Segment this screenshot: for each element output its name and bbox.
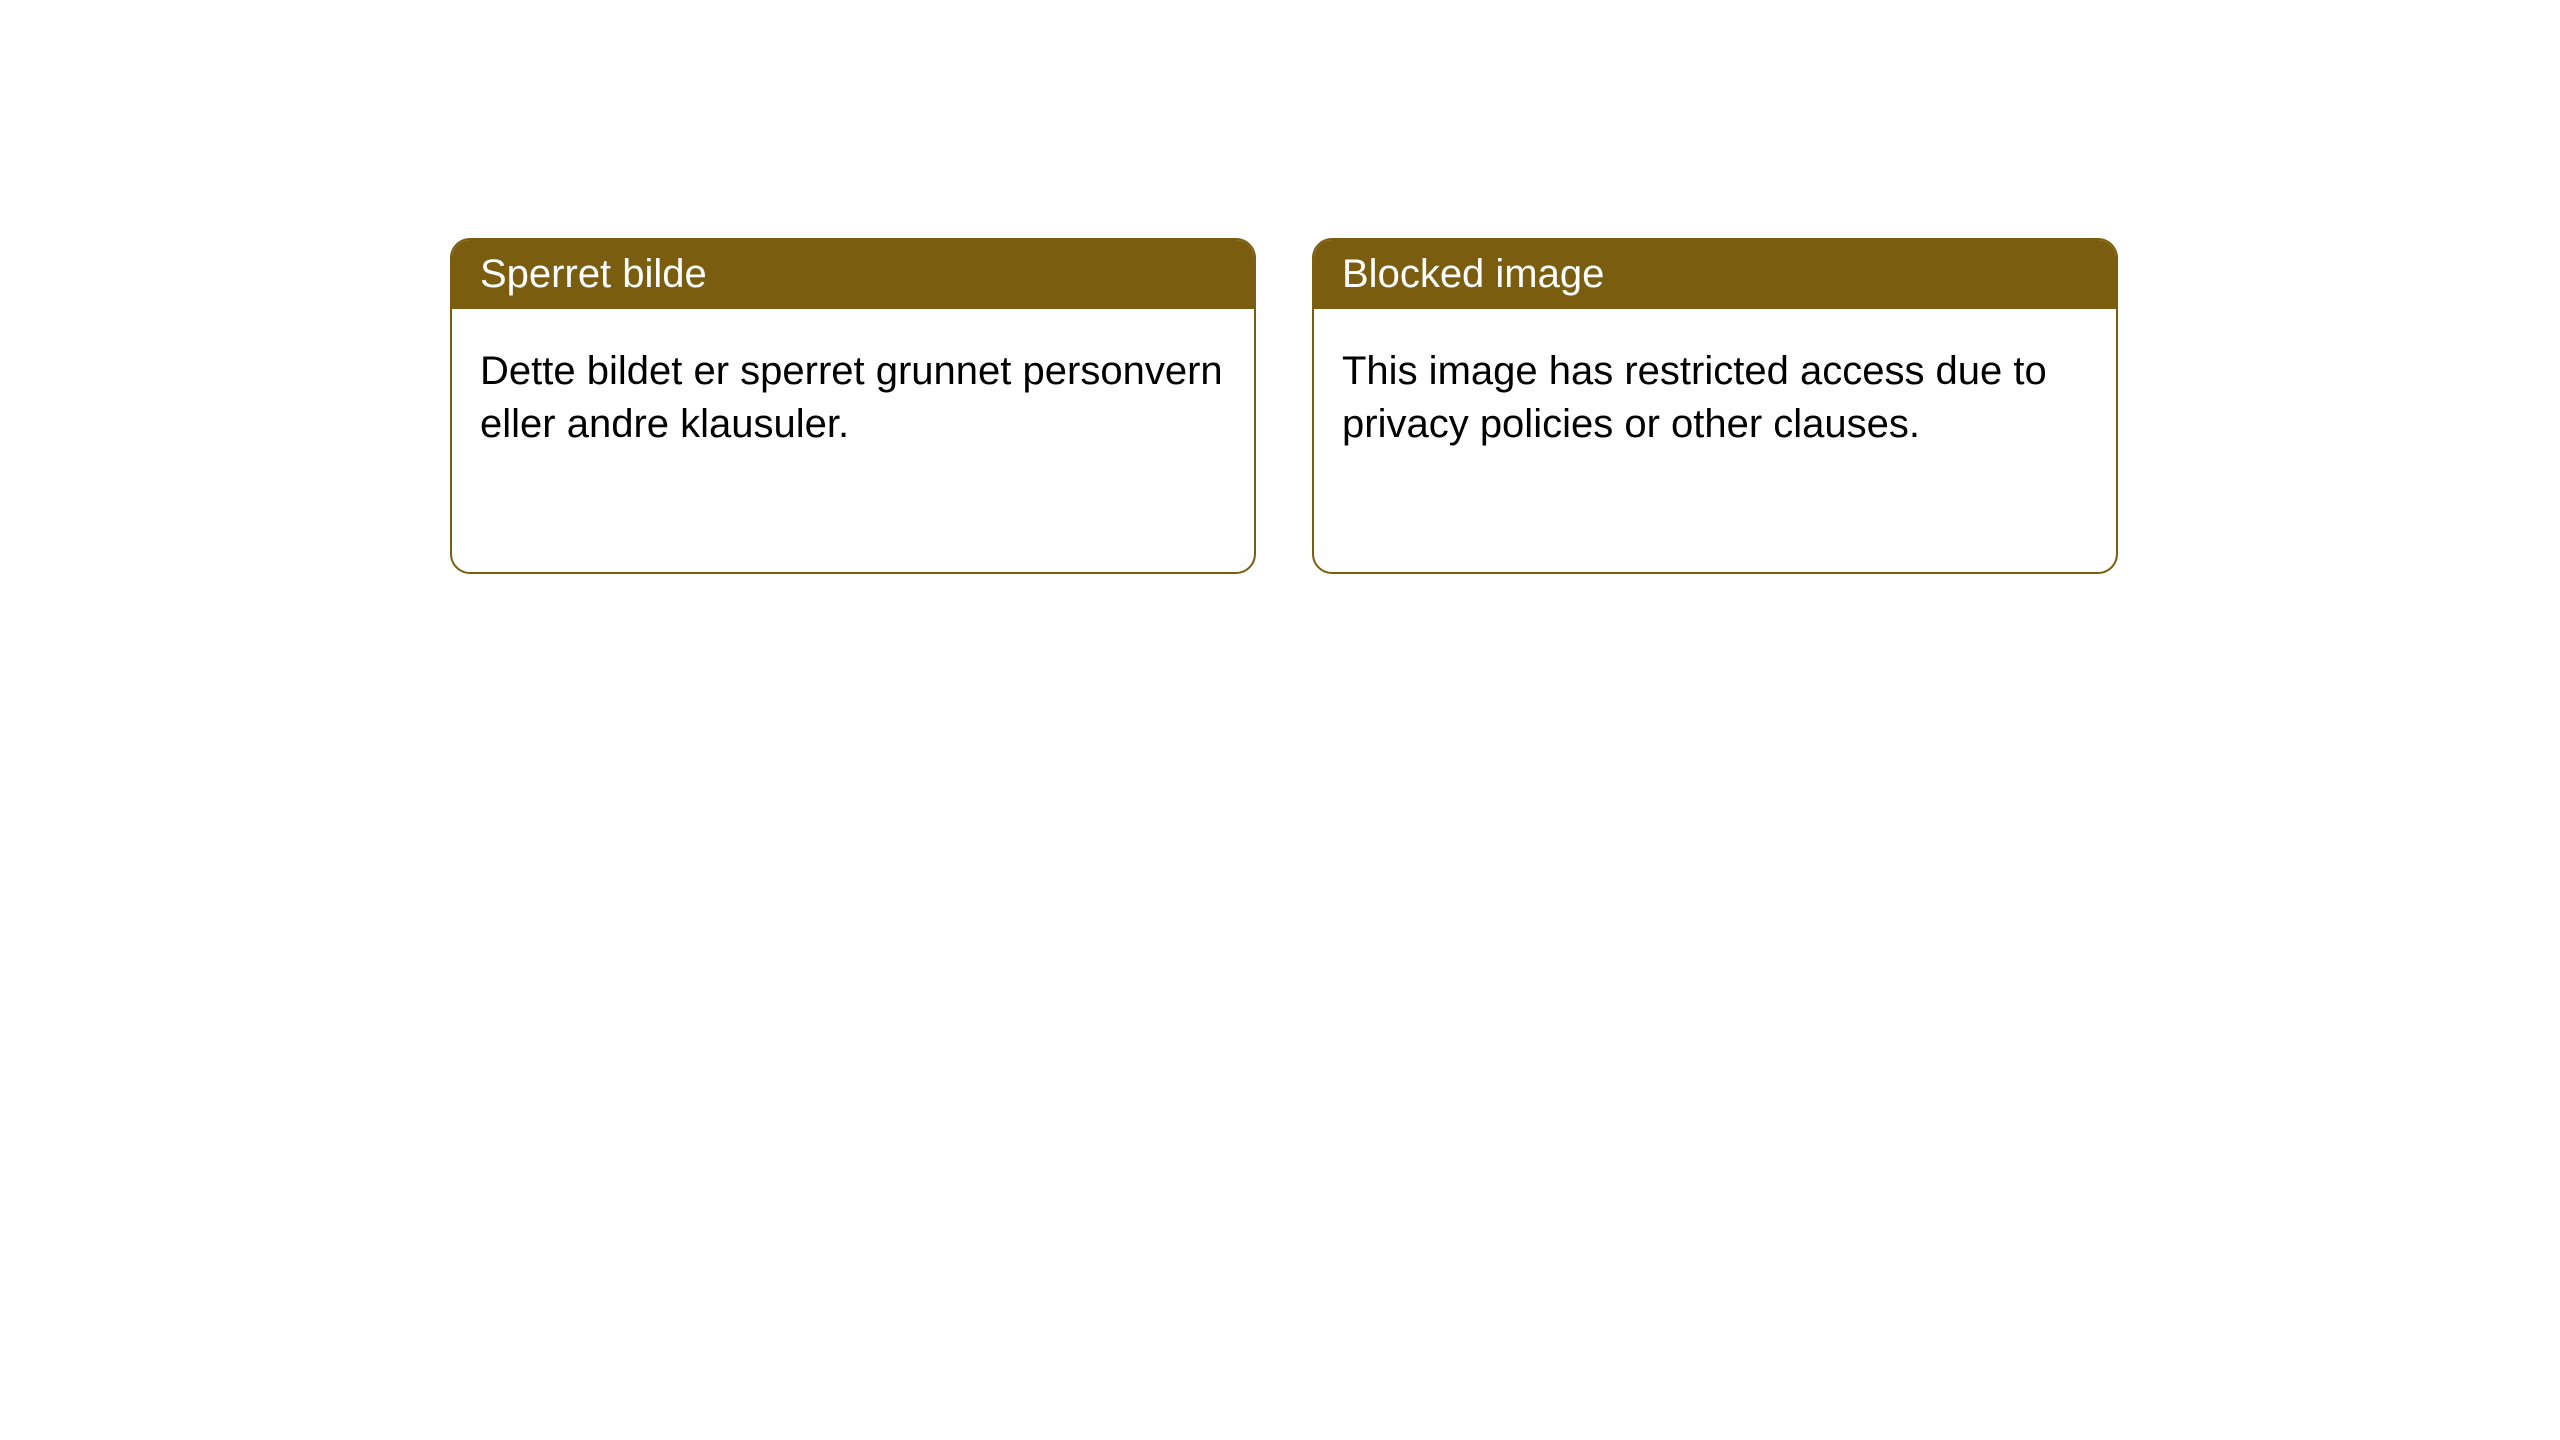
notice-header: Blocked image <box>1314 240 2116 309</box>
notice-header-text: Sperret bilde <box>480 252 707 296</box>
notice-header: Sperret bilde <box>452 240 1254 309</box>
notice-card-english: Blocked image This image has restricted … <box>1312 238 2118 574</box>
notice-body-text: This image has restricted access due to … <box>1342 349 2047 446</box>
notice-card-norwegian: Sperret bilde Dette bildet er sperret gr… <box>450 238 1256 574</box>
notice-container: Sperret bilde Dette bildet er sperret gr… <box>450 238 2118 574</box>
notice-header-text: Blocked image <box>1342 252 1604 296</box>
notice-body: This image has restricted access due to … <box>1314 309 2116 487</box>
notice-body-text: Dette bildet er sperret grunnet personve… <box>480 349 1223 446</box>
notice-body: Dette bildet er sperret grunnet personve… <box>452 309 1254 487</box>
